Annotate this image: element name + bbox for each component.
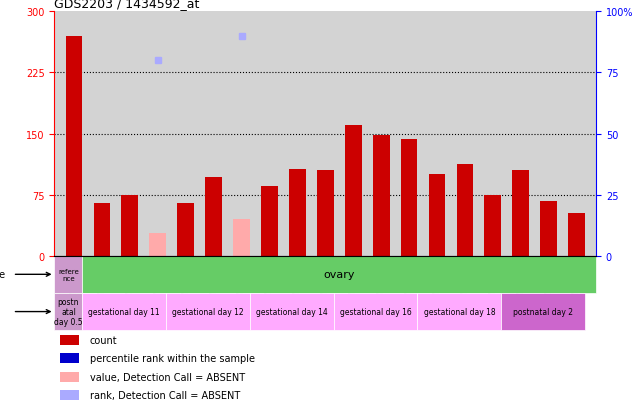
Text: gestational day 12: gestational day 12 — [172, 307, 244, 316]
Text: GDS2203 / 1434592_at: GDS2203 / 1434592_at — [54, 0, 200, 10]
Bar — [485, 195, 501, 256]
Text: count: count — [90, 335, 117, 345]
Bar — [334, 293, 417, 330]
Bar — [122, 195, 138, 256]
Bar — [60, 335, 79, 345]
Text: value, Detection Call = ABSENT: value, Detection Call = ABSENT — [90, 372, 245, 382]
Bar — [149, 233, 166, 256]
Bar — [261, 187, 278, 256]
Bar — [417, 293, 501, 330]
Bar — [205, 177, 222, 256]
Bar — [65, 37, 83, 256]
Bar — [568, 214, 585, 256]
Bar — [456, 165, 473, 256]
Bar — [501, 293, 585, 330]
Bar — [178, 203, 194, 256]
Bar — [250, 293, 334, 330]
Text: percentile rank within the sample: percentile rank within the sample — [90, 354, 254, 363]
Text: postn
atal
day 0.5: postn atal day 0.5 — [54, 297, 83, 327]
Text: postnatal day 2: postnatal day 2 — [513, 307, 573, 316]
Bar — [401, 140, 417, 256]
Bar — [540, 202, 557, 256]
Bar — [54, 256, 83, 293]
Bar — [60, 354, 79, 363]
Text: tissue: tissue — [0, 270, 5, 280]
Bar — [233, 220, 250, 256]
Bar — [373, 136, 390, 256]
Bar — [345, 126, 362, 256]
Text: refere
nce: refere nce — [58, 268, 79, 281]
Text: gestational day 14: gestational day 14 — [256, 307, 328, 316]
Bar — [60, 372, 79, 382]
Bar — [317, 171, 334, 256]
Bar — [429, 175, 445, 256]
Bar — [166, 293, 250, 330]
Text: gestational day 18: gestational day 18 — [424, 307, 495, 316]
Bar — [94, 203, 110, 256]
Text: rank, Detection Call = ABSENT: rank, Detection Call = ABSENT — [90, 390, 240, 400]
Bar — [60, 390, 79, 400]
Bar — [512, 171, 529, 256]
Text: ovary: ovary — [324, 270, 355, 280]
Text: gestational day 11: gestational day 11 — [88, 307, 160, 316]
Bar — [83, 293, 166, 330]
Bar — [289, 169, 306, 256]
Text: gestational day 16: gestational day 16 — [340, 307, 412, 316]
Bar — [54, 293, 83, 330]
